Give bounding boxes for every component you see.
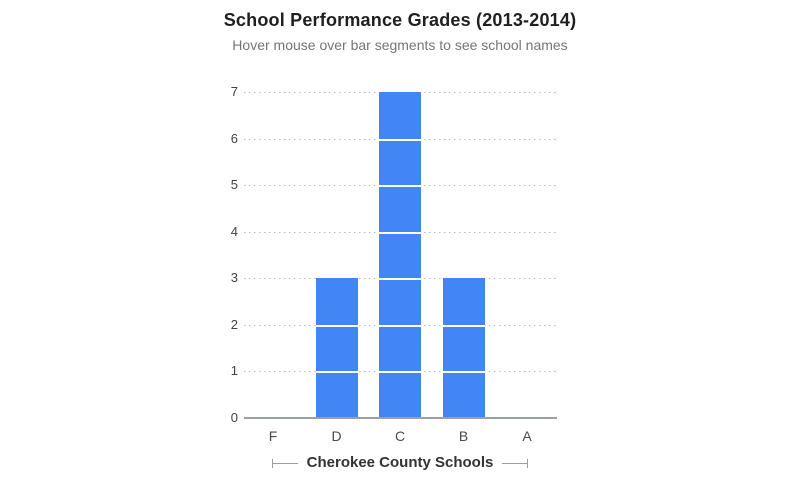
bar-segment[interactable] [379, 278, 421, 325]
x-axis-title: Cherokee County Schools [306, 454, 494, 471]
bar-segment[interactable] [442, 371, 485, 418]
y-tick-label-1: 1 [230, 363, 238, 379]
y-tick-label-2: 2 [230, 316, 238, 332]
y-tick-label-3: 3 [230, 270, 238, 286]
bar-segment[interactable] [379, 138, 421, 186]
bar-segment[interactable] [315, 278, 358, 325]
y-tick-label-0: 0 [230, 410, 238, 425]
x-tick-label-D: D [331, 428, 342, 444]
x-tick-label-A: A [522, 428, 532, 444]
y-tick-label-5: 5 [230, 177, 238, 193]
bar-D[interactable] [315, 278, 358, 418]
x-tick-label-F: F [268, 428, 278, 444]
bar-segment[interactable] [315, 324, 358, 372]
bar-segment[interactable] [315, 371, 358, 418]
bracket-line [272, 462, 298, 464]
x-axis-title-row: Cherokee County Schools [0, 454, 800, 472]
bar-segment[interactable] [379, 92, 421, 139]
bar-B[interactable] [442, 278, 485, 418]
y-tick-label-4: 4 [230, 223, 238, 239]
chart-subtitle: Hover mouse over bar segments to see sch… [232, 37, 568, 53]
bracket-line [502, 462, 528, 464]
x-tick-label-B: B [458, 428, 469, 444]
bar-segment[interactable] [379, 185, 421, 232]
chart-title: School Performance Grades (2013-2014) [223, 10, 577, 30]
bracket-tick [527, 458, 529, 468]
bracket-tick [271, 458, 273, 468]
y-tick-label-7: 7 [230, 84, 238, 99]
axis-extent-left-icon [271, 458, 298, 468]
bar-segment[interactable] [442, 278, 485, 325]
y-tick-label-6: 6 [230, 130, 238, 146]
axis-extent-right-icon [502, 458, 529, 468]
bar-segment[interactable] [379, 324, 421, 372]
bar-segment[interactable] [442, 324, 485, 372]
bar-segment[interactable] [379, 371, 421, 418]
x-tick-label-C: C [394, 428, 406, 444]
bar-segment[interactable] [379, 231, 421, 279]
x-axis-line [244, 417, 557, 419]
bar-C[interactable] [379, 92, 421, 418]
